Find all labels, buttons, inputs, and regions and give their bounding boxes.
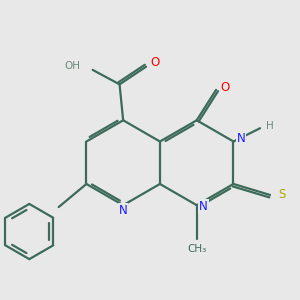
Text: OH: OH xyxy=(64,61,80,71)
Text: O: O xyxy=(221,81,230,94)
Text: N: N xyxy=(237,132,245,145)
Text: N: N xyxy=(199,200,208,212)
Text: N: N xyxy=(119,204,128,217)
Text: H: H xyxy=(266,121,273,131)
Text: CH₃: CH₃ xyxy=(187,244,206,254)
Text: S: S xyxy=(278,188,286,201)
Text: O: O xyxy=(151,56,160,69)
